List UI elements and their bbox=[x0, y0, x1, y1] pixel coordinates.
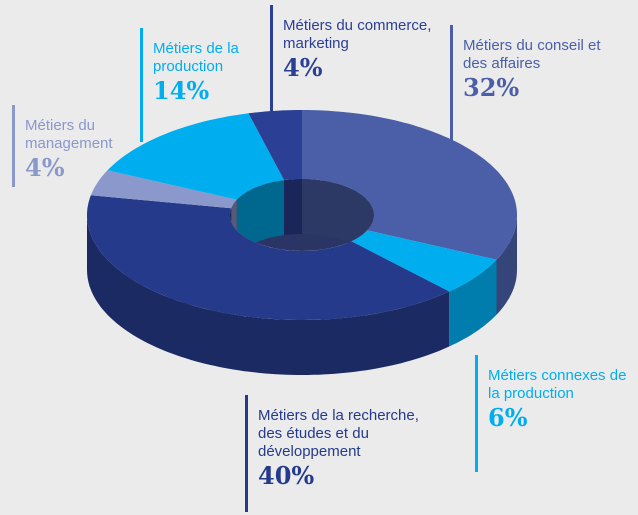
value-label: 6% bbox=[488, 403, 528, 432]
slice-label: Métiers de la production 14% bbox=[140, 28, 250, 142]
value-label: 40% bbox=[258, 461, 315, 490]
slice-label: Métiers du commerce, marketing 4% bbox=[270, 5, 440, 117]
slice bbox=[351, 230, 497, 292]
slice bbox=[248, 110, 302, 181]
category-label: Métiers de la recherche, des études et d… bbox=[258, 407, 419, 460]
outer-walls bbox=[87, 215, 517, 375]
category-label: Métiers du conseil et des affaires bbox=[463, 37, 601, 72]
slice-tops bbox=[87, 110, 517, 320]
value-label: 32% bbox=[463, 73, 520, 102]
slice bbox=[302, 110, 517, 260]
slice-inner-side bbox=[236, 180, 285, 251]
slice-label: Métiers du conseil et des affaires 32% bbox=[450, 25, 620, 147]
category-label: Métiers de la production bbox=[153, 40, 239, 75]
slice-label: Métiers connexes de la production 6% bbox=[475, 355, 635, 472]
category-label: Métiers du management bbox=[25, 117, 113, 152]
slice bbox=[90, 170, 237, 209]
slice-side bbox=[87, 215, 450, 375]
value-label: 14% bbox=[153, 76, 210, 105]
slice bbox=[107, 113, 285, 200]
slice-label: Métiers du management 4% bbox=[12, 105, 122, 187]
value-label: 4% bbox=[283, 53, 323, 82]
slice-inner-side bbox=[302, 179, 374, 251]
value-label: 4% bbox=[25, 153, 65, 182]
slice-inner-side bbox=[284, 179, 302, 236]
category-label: Métiers du commerce, marketing bbox=[283, 17, 432, 52]
slice bbox=[87, 195, 450, 320]
slice-side bbox=[449, 259, 497, 347]
slice-label: Métiers de la recherche, des études et d… bbox=[245, 395, 435, 512]
slice-side bbox=[496, 215, 517, 315]
category-label: Métiers connexes de la production bbox=[488, 367, 627, 402]
